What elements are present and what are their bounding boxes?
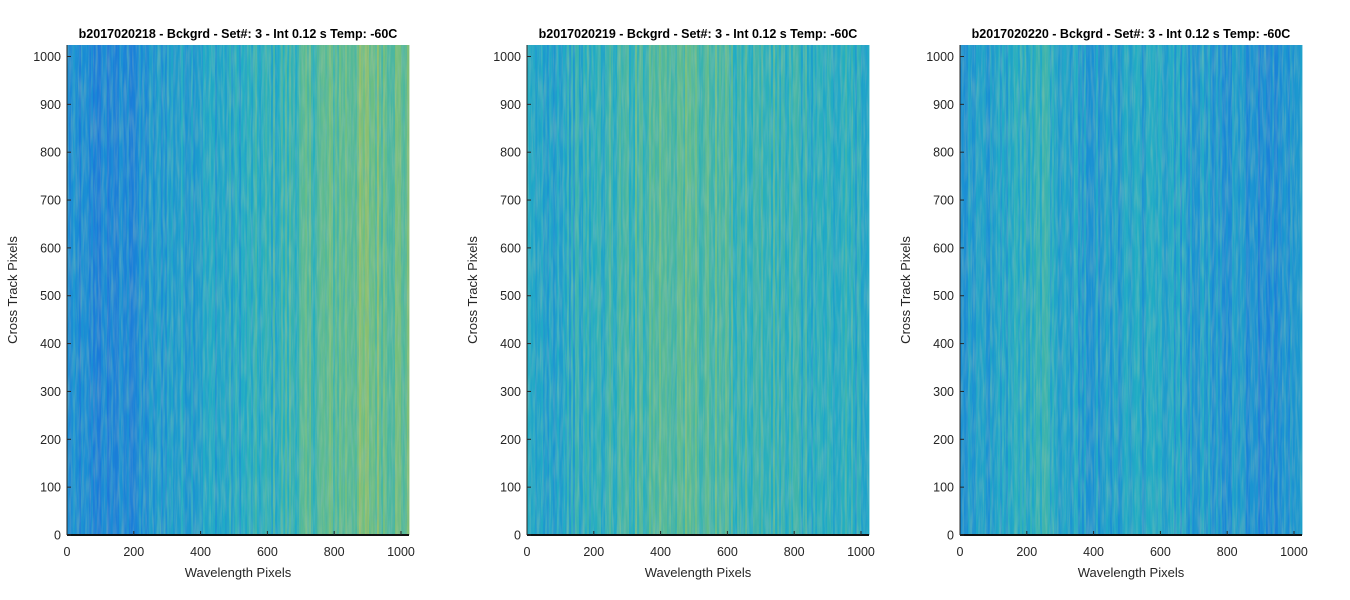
- y-tick-label: 1000: [493, 50, 521, 64]
- x-tick-label: 800: [784, 545, 805, 559]
- y-tick-label: 500: [500, 289, 521, 303]
- y-tick-label: 0: [514, 529, 521, 543]
- y-tick-label: 100: [500, 481, 521, 495]
- x-tick-label: 1000: [847, 545, 875, 559]
- x-ticks: 0 200 400 600 800 1000: [64, 531, 415, 559]
- y-tick-label: 800: [500, 146, 521, 160]
- y-ticks: 0 100 200 300 400 500 600 700 800 900 1000: [33, 50, 71, 543]
- y-ticks: 0 100 200 300 400 500 600 700 800 900 1000: [493, 50, 531, 543]
- y-tick-label: 400: [933, 337, 954, 351]
- x-axis-label: Wavelength Pixels: [645, 565, 752, 580]
- y-tick-label: 800: [40, 146, 61, 160]
- y-tick-label: 1000: [926, 50, 954, 64]
- y-tick-label: 0: [54, 529, 61, 543]
- y-tick-label: 100: [40, 481, 61, 495]
- y-tick-label: 300: [40, 385, 61, 399]
- x-axis-label: Wavelength Pixels: [185, 565, 292, 580]
- heatmap-image: [959, 45, 1303, 536]
- y-tick-label: 800: [933, 146, 954, 160]
- panel-title: b2017020218 - Bckgrd - Set#: 3 - Int 0.1…: [79, 27, 398, 41]
- x-tick-label: 400: [190, 545, 211, 559]
- y-axis-label: Cross Track Pixels: [898, 236, 913, 344]
- y-tick-label: 600: [500, 241, 521, 255]
- y-tick-label: 400: [40, 337, 61, 351]
- y-tick-label: 900: [40, 98, 61, 112]
- y-tick-label: 700: [40, 194, 61, 208]
- x-tick-label: 400: [650, 545, 671, 559]
- x-tick-label: 0: [524, 545, 531, 559]
- y-tick-label: 600: [933, 241, 954, 255]
- x-tick-label: 600: [257, 545, 278, 559]
- y-tick-label: 300: [500, 385, 521, 399]
- y-tick-label: 900: [500, 98, 521, 112]
- x-ticks: 0 200 400 600 800 1000: [524, 531, 875, 559]
- y-tick-label: 0: [947, 529, 954, 543]
- heatmap-image: [66, 45, 410, 536]
- x-tick-label: 200: [1016, 545, 1037, 559]
- x-tick-label: 1000: [387, 545, 415, 559]
- x-tick-label: 200: [123, 545, 144, 559]
- y-tick-label: 900: [933, 98, 954, 112]
- y-tick-label: 500: [933, 289, 954, 303]
- heatmap-texture: [67, 45, 409, 535]
- x-axis-label: Wavelength Pixels: [1078, 565, 1185, 580]
- y-tick-label: 200: [933, 433, 954, 447]
- y-ticks: 0 100 200 300 400 500 600 700 800 900 1000: [926, 50, 964, 543]
- x-tick-label: 600: [1150, 545, 1171, 559]
- y-tick-label: 1000: [33, 50, 61, 64]
- y-axis-label: Cross Track Pixels: [465, 236, 480, 344]
- y-tick-label: 500: [40, 289, 61, 303]
- x-tick-label: 1000: [1280, 545, 1308, 559]
- x-tick-label: 600: [717, 545, 738, 559]
- heatmap-image: [526, 45, 870, 536]
- y-tick-label: 700: [500, 194, 521, 208]
- y-tick-label: 700: [933, 194, 954, 208]
- panel-2: b2017020219 - Bckgrd - Set#: 3 - Int 0.1…: [465, 27, 875, 580]
- y-tick-label: 200: [500, 433, 521, 447]
- x-tick-label: 400: [1083, 545, 1104, 559]
- y-axis-label: Cross Track Pixels: [5, 236, 20, 344]
- x-tick-label: 800: [1217, 545, 1238, 559]
- heatmap-texture: [960, 45, 1302, 535]
- y-tick-label: 600: [40, 241, 61, 255]
- x-tick-label: 800: [324, 545, 345, 559]
- y-tick-label: 400: [500, 337, 521, 351]
- y-tick-label: 300: [933, 385, 954, 399]
- panel-title: b2017020220 - Bckgrd - Set#: 3 - Int 0.1…: [972, 27, 1291, 41]
- panel-1: b2017020218 - Bckgrd - Set#: 3 - Int 0.1…: [5, 27, 415, 580]
- y-tick-label: 200: [40, 433, 61, 447]
- heatmap-texture: [527, 45, 869, 535]
- y-tick-label: 100: [933, 481, 954, 495]
- panel-3: b2017020220 - Bckgrd - Set#: 3 - Int 0.1…: [898, 27, 1308, 580]
- x-ticks: 0 200 400 600 800 1000: [957, 531, 1308, 559]
- x-tick-label: 0: [64, 545, 71, 559]
- x-tick-label: 0: [957, 545, 964, 559]
- panel-title: b2017020219 - Bckgrd - Set#: 3 - Int 0.1…: [539, 27, 858, 41]
- x-tick-label: 200: [583, 545, 604, 559]
